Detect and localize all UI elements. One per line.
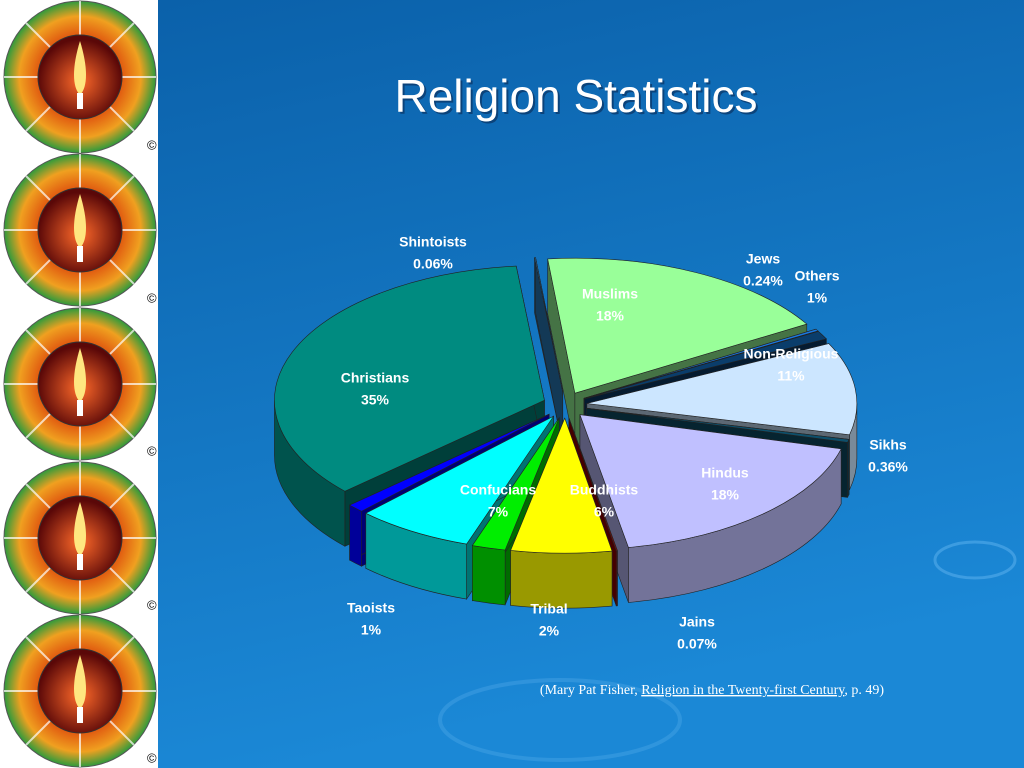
slice-label: Taoists [347,600,395,616]
title-shadow: Religion Statistics [396,72,759,124]
source-suffix: , p. 49) [844,683,884,698]
slice-side [847,439,850,498]
icon [3,614,157,768]
icon-mark: © [147,443,157,458]
icon [3,0,157,154]
slice-value-label: 35% [361,392,390,408]
icon [3,307,157,461]
slice-label: Others [794,268,839,284]
icon-mark: © [147,137,157,152]
slice-label: Non-Religious [744,346,839,362]
slice-value-label: 0.07% [677,636,717,652]
slice-top [547,257,808,394]
slice-top [586,407,850,443]
ripple [438,678,682,762]
slice-side [349,504,362,567]
icon [3,153,157,307]
slice-label: Muslims [582,286,638,302]
slice-top [586,343,858,436]
slice-top [510,417,613,554]
slice-top [348,413,550,512]
slice-value-label: 0.36% [868,459,908,475]
slice-value-label: 11% [777,368,805,384]
slice-value-label: 6% [594,504,615,520]
source-prefix: (Mary Pat Fisher, [540,683,641,698]
slice-label: Confucians [460,482,536,498]
slice-value-label: 2% [539,623,560,639]
slice-value-label: 1% [807,290,828,306]
slice-top [471,417,560,551]
slice-value-label: 7% [488,504,509,520]
slice-top [579,414,842,548]
slice-label: Hindus [701,465,749,481]
slice-value-label: 0.24% [743,273,783,289]
source-book: Religion in the Twenty-first Century [641,683,845,698]
slice-label: Shintoists [399,234,467,250]
slice-top [534,257,564,392]
slice-side [472,545,506,606]
slice-label: Sikhs [869,437,907,453]
ripple [933,540,1017,580]
slice-top [365,415,554,545]
icon-mark: © [147,290,157,305]
slice-top [274,265,545,492]
slice-label: Christians [341,370,410,386]
slice-value-label: 0.06% [413,256,453,272]
source: (Mary Pat Fisher, Religion in the Twenty… [540,683,885,698]
slice-value-label: 1% [361,622,382,638]
slice-top [568,417,618,552]
slice-label: Jains [679,614,715,630]
title: Religion Statistics [394,70,757,122]
pie-chart: Shintoists 0.06% Muslims 18% Jews 0.24% Others… [274,234,908,652]
slice-label: Buddhists [570,482,639,498]
slice-top [583,328,819,399]
slice-label: Jews [746,251,780,267]
slice [510,417,613,609]
slice-top [584,331,827,400]
icon [3,461,157,615]
slice-side [510,550,613,609]
icon-mark: © [147,750,157,765]
slice-value-label: 18% [596,308,625,324]
slice-label: Tribal [530,601,567,617]
slice-value-label: 18% [711,487,740,503]
icon-mark: © [147,597,157,612]
slice-side [615,550,618,607]
